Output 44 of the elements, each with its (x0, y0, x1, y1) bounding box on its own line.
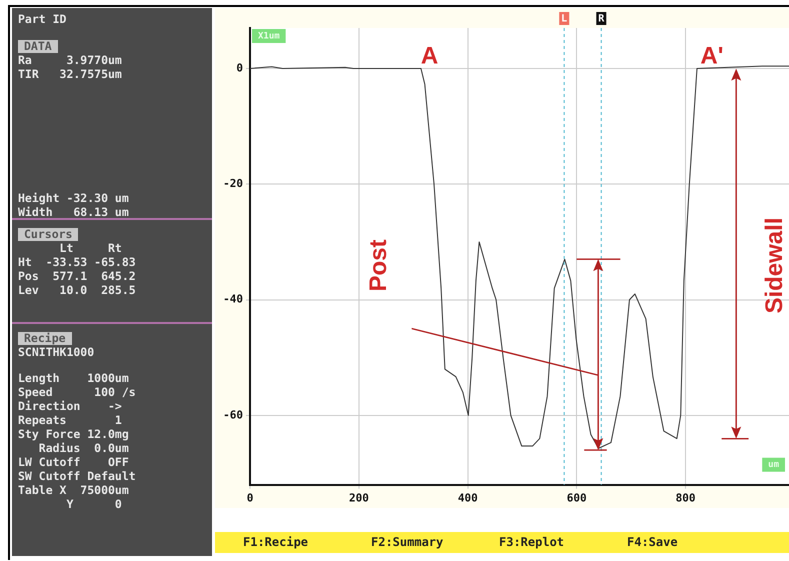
x-tick-label: 400 (458, 491, 478, 504)
annotation: Sidewall (761, 218, 788, 314)
x-tick-label: 600 (566, 491, 587, 504)
ref-line-label: L (561, 14, 568, 25)
y-tick-label: -40 (223, 292, 243, 306)
text: Width 68.13 um (18, 205, 130, 219)
text: Recipe (18, 331, 72, 345)
text: Lt Rt (58, 241, 123, 255)
text: F1:Recipe (243, 535, 308, 549)
y-tick-label: -60 (223, 408, 243, 422)
x-tick-label: 0 (246, 491, 254, 504)
annotation: A' (700, 42, 724, 70)
x-axis-title: um (768, 460, 780, 470)
text: TIR 32.7575um (18, 67, 123, 81)
text: F3:Replot (499, 535, 564, 549)
text: Lev 10.0 285.5 (18, 283, 137, 297)
text: Height -32.30 um (18, 191, 130, 205)
annotation: Post (364, 240, 392, 292)
text: Radius 0.0um (38, 441, 130, 455)
text: Table X 75000um (18, 483, 130, 497)
annotation: A (420, 42, 438, 70)
text: Repeats 1 (18, 413, 123, 427)
y-axis-title: X1um (258, 31, 280, 42)
text: SCNITHK1000 (18, 345, 96, 359)
ref-line-label: R (598, 14, 606, 25)
text: Length 1000um (18, 371, 130, 385)
text: DATA (18, 39, 58, 53)
text: Speed 100 /s (18, 385, 137, 399)
text: Cursors (18, 227, 78, 241)
text: Ht -33.53 -65.83 (18, 255, 137, 269)
y-tick-label: 0 (236, 61, 243, 74)
x-tick-label: 800 (676, 491, 696, 504)
text: Sty Force 12.0mg (18, 427, 130, 441)
x-tick-label: 200 (348, 491, 369, 504)
text: Y 0 (65, 497, 123, 511)
text: F4:Save (627, 535, 678, 549)
text: Ra 3.9770um (18, 53, 123, 67)
y-tick-label: -20 (223, 176, 243, 190)
text: Pos 577.1 645.2 (18, 269, 137, 283)
text: F2:Summary (371, 535, 444, 549)
text: SW Cutoff Default (18, 469, 137, 483)
text: Part ID (18, 12, 68, 26)
text: Direction -> (18, 399, 123, 413)
text: LW Cutoff OFF (18, 455, 130, 469)
